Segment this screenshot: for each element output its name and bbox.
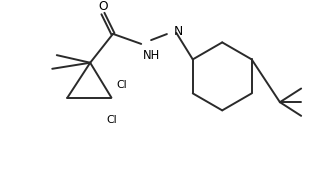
Text: O: O <box>98 0 108 13</box>
Text: Cl: Cl <box>106 115 116 125</box>
Text: N: N <box>173 25 183 38</box>
Text: NH: NH <box>143 49 160 62</box>
Text: Cl: Cl <box>116 80 127 90</box>
